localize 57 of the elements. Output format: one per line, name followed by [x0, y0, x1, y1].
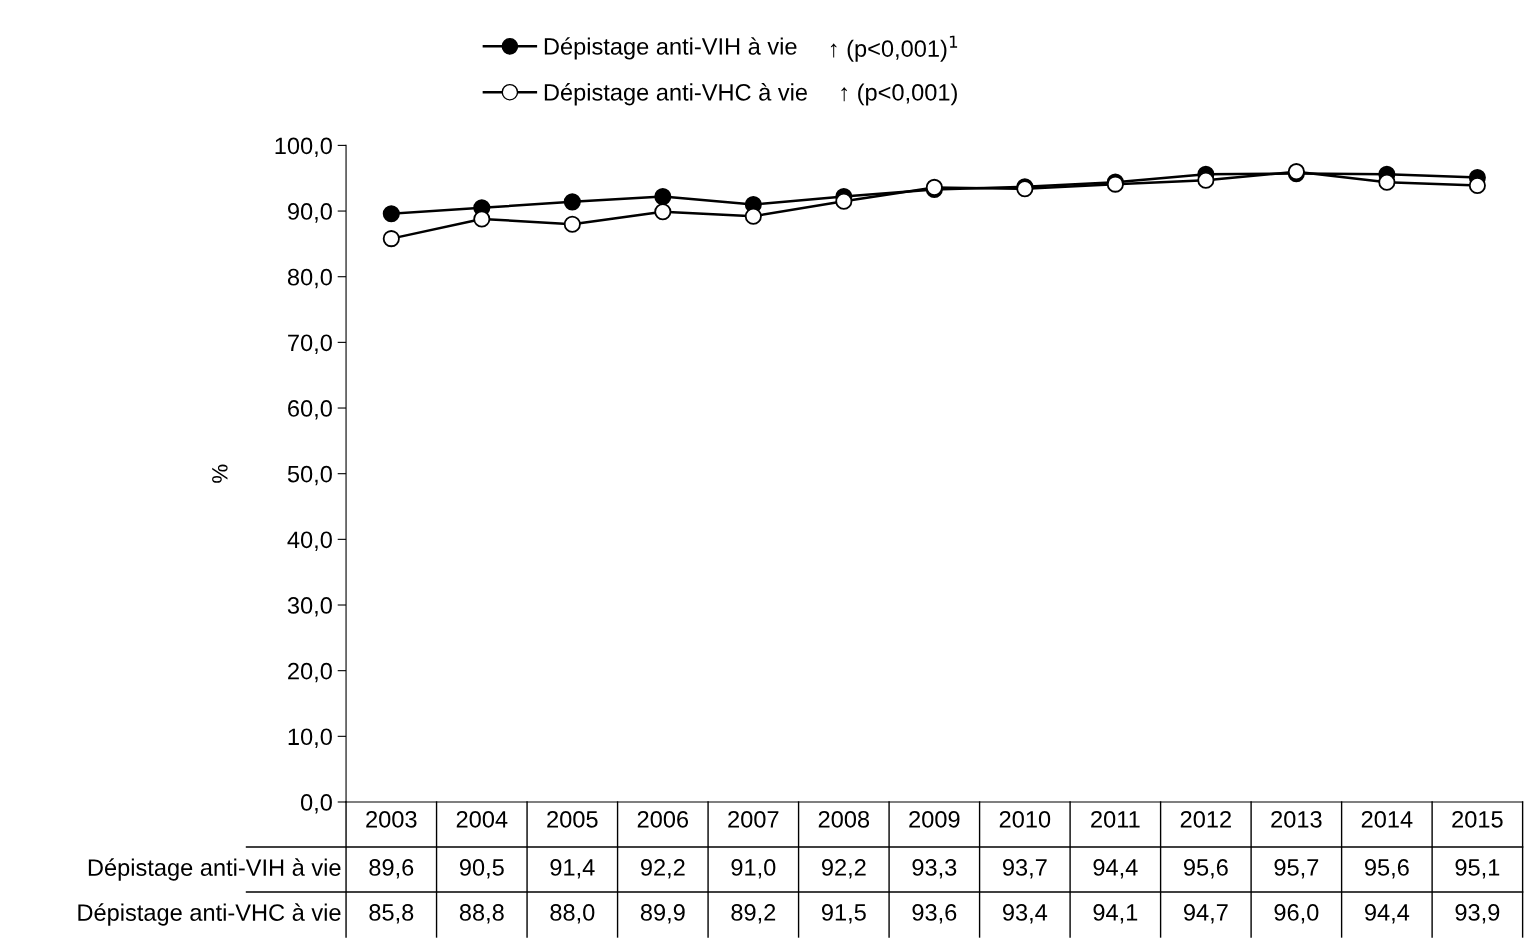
text: Dépistage anti-VIH à vie: [88, 858, 341, 881]
x-tick-label: 2005: [547, 810, 598, 828]
data-label: 94,7: [1183, 904, 1228, 924]
data-label: 93,4: [1002, 904, 1048, 924]
y-tick-label: 90,0: [288, 203, 332, 223]
y-tick-label: 30,0: [287, 597, 332, 617]
data-label: 93,9: [1455, 904, 1500, 924]
x-tick-label: 2015: [1452, 810, 1503, 828]
data-label: 95,1: [1455, 859, 1500, 879]
x-tick-label: 2008: [818, 810, 870, 828]
text: ↑ (p<0,001): [841, 83, 957, 106]
y-tick-label: 40,0: [287, 531, 332, 551]
data-label: 85,8: [369, 904, 414, 924]
legend-label: Dépistage anti-VHC à vie: [544, 83, 807, 106]
data-label: 90,5: [459, 859, 504, 879]
y-tick-label: 60,0: [288, 400, 332, 420]
data-label: 94,4: [1364, 904, 1410, 924]
data-label: 91,0: [731, 859, 776, 879]
data-label: 93,7: [1002, 859, 1047, 879]
y-tick-label: 70,0: [288, 334, 332, 354]
data-label: 94,1: [1093, 904, 1138, 924]
data-label: 93,3: [912, 859, 957, 879]
y-tick-label: 10,0: [288, 728, 332, 748]
y-tick-label: 50,0: [287, 465, 332, 486]
x-tick-label: 2014: [1361, 810, 1413, 828]
data-label: 88,0: [550, 904, 595, 924]
data-label: 88,8: [459, 904, 504, 924]
y-tick-label: 80,0: [287, 268, 332, 289]
x-tick-label: 2007: [728, 810, 779, 828]
data-label: 89,9: [640, 904, 685, 924]
data-label: 92,2: [640, 859, 685, 879]
y-axis-title: %: [212, 464, 228, 483]
y-tick-label: 20,0: [288, 662, 332, 683]
legend-label: Dépistage anti-VIH à vie: [544, 37, 797, 60]
data-label: 96,0: [1274, 904, 1319, 924]
text: ↑ (p<0,001)$^{1}$: [830, 35, 958, 62]
data-label: 92,2: [821, 859, 866, 879]
x-tick-label: 2004: [456, 810, 508, 828]
data-label: 95,6: [1364, 859, 1409, 879]
data-label: 94,4: [1093, 859, 1138, 879]
data-label: 89,2: [731, 904, 776, 924]
x-tick-label: 2011: [1091, 810, 1140, 828]
y-tick-label: 0,0: [300, 794, 332, 814]
y-tick-label: 100,0: [275, 137, 332, 157]
data-label: 89,6: [369, 859, 414, 879]
data-label: 91,4: [550, 859, 595, 879]
x-tick-label: 2003: [366, 810, 417, 828]
x-tick-label: 2010: [999, 810, 1051, 828]
data-label: 95,6: [1183, 859, 1228, 879]
x-tick-label: 2013: [1271, 810, 1322, 828]
data-label: 95,7: [1274, 859, 1319, 879]
data-label: 93,6: [912, 904, 957, 924]
x-tick-label: 2009: [909, 810, 960, 828]
data-label: 91,5: [821, 904, 866, 924]
x-tick-label: 2012: [1180, 810, 1231, 828]
text: Dépistage anti-VHC à vie: [78, 903, 341, 926]
x-tick-label: 2006: [637, 810, 689, 828]
